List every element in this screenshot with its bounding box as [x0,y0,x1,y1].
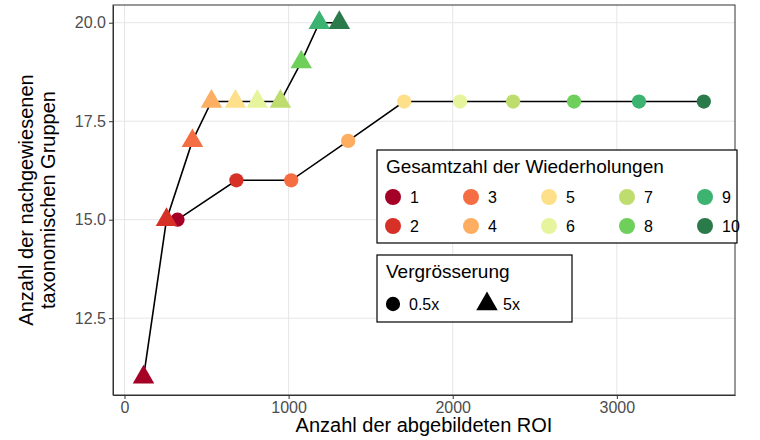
legend-swatch [463,189,479,205]
legend-swatch [463,218,479,234]
point [225,89,246,108]
point [697,94,711,108]
tick: 20.0 [75,14,113,31]
point [341,134,355,148]
point [133,365,154,384]
point [284,173,298,187]
legend-title: Gesamtzahl der Wiederholungen [386,156,664,177]
point [567,94,581,108]
point [201,89,222,108]
legend-label: 8 [644,218,653,235]
y-axis-title-line: taxonomischen Gruppen [37,91,59,309]
grid-line [288,5,289,395]
tick-label: 20.0 [75,14,106,31]
tick: 17.5 [75,113,113,130]
point [156,207,177,226]
y-axis-title-line: Anzahl der nachgewiesenen [15,74,37,325]
legend-label: 3 [488,189,497,206]
point [632,94,646,108]
tick-label: 15.0 [75,211,106,228]
tick-label: 17.5 [75,113,106,130]
legend-swatch [385,218,401,234]
grid-line [124,5,125,395]
point [309,10,330,29]
tick-label: 12.5 [75,310,106,327]
chart: 010002000300012.515.017.520.0Anzahl der … [0,0,760,440]
point [329,10,350,29]
tick: 12.5 [75,310,113,327]
legend-box [377,255,572,322]
point [397,94,411,108]
y-axis: 12.5 15.0 17.5 20.0 [75,6,114,396]
point [247,89,268,108]
tick-mark [109,318,113,319]
series-line [144,23,340,378]
legend-swatch [541,189,557,205]
point [182,129,203,148]
tick-mark [109,121,113,122]
legend-label: 10 [722,218,740,235]
legend-label: 2 [410,218,419,235]
legend-swatch [476,292,497,311]
legend-swatch [697,189,713,205]
legend-swatch [386,297,400,311]
shape-legend: Vergrösserung 0.5x 5x [377,255,572,322]
point [453,94,467,108]
legend-swatch [619,189,635,205]
tick-mark [109,23,113,24]
legend-label: 9 [722,189,731,206]
tick-label: 0 [121,399,130,416]
legend-label: 6 [566,218,575,235]
tick: 3000 [600,395,636,416]
legend-label: 0.5x [409,296,439,313]
y-axis-title: Anzahl der nachgewiesenentaxonomischen G… [15,74,59,325]
legend-swatch [541,218,557,234]
legend-swatch [619,218,635,234]
legend-label: 1 [410,189,419,206]
color-legend: Gesamtzahl der Wiederholungen 1 2 3 4 5 6 7 8 9 10 [377,150,740,243]
legend-label: 5 [566,189,575,206]
tick: 0 [121,395,130,416]
tick-mark [109,220,113,221]
legend-box [377,150,737,243]
legend-title: Vergrösserung [386,261,510,282]
point [270,89,291,108]
legend-label: 4 [488,218,497,235]
legend-label: 5x [503,296,520,313]
tick-label: 3000 [600,399,636,416]
legend-swatch [385,189,401,205]
grid-line [113,121,735,122]
grid-line [113,22,735,23]
point [290,50,311,69]
x-axis-title: Anzahl der abgebildeten ROI [296,414,553,436]
point [506,94,520,108]
tick: 15.0 [75,211,113,228]
point [229,173,243,187]
legend-swatch [697,218,713,234]
legend-label: 7 [644,189,653,206]
